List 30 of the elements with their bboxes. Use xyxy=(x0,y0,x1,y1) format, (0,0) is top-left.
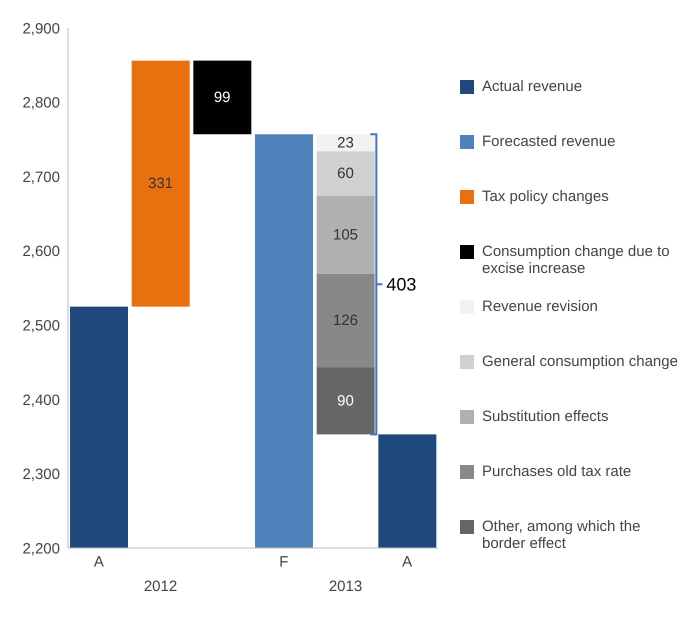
legend-label: Forecasted revenue xyxy=(482,133,616,150)
x-tick-label: A xyxy=(402,554,412,571)
y-tick-label: 2,800 xyxy=(22,94,60,112)
y-tick-label: 2,900 xyxy=(22,20,60,38)
data-label: 90 xyxy=(337,392,354,410)
annotation: 403 xyxy=(386,274,416,294)
y-tick-label: 2,400 xyxy=(22,392,60,409)
data-label: 23 xyxy=(337,134,354,152)
text: 2012 xyxy=(142,578,178,595)
data-label: 99 xyxy=(214,88,231,106)
y-tick-label: 2,600 xyxy=(22,243,60,260)
legend-label: Tax policy changes xyxy=(482,188,609,205)
y-tick-label: 2,200 xyxy=(22,540,60,558)
x-tick-label: F xyxy=(279,554,288,571)
legend-label: Substitution effects xyxy=(482,408,608,425)
data-label: 126 xyxy=(332,312,358,330)
data-label: 105 xyxy=(332,226,358,244)
y-tick-label: 2,300 xyxy=(22,466,60,484)
legend-label: Actual revenue xyxy=(482,78,582,95)
legend-label: Revenue revision xyxy=(482,298,598,315)
y-tick-label: 2,700 xyxy=(22,168,60,186)
legend-label: General consumption change xyxy=(482,353,678,370)
x-tick-label: A xyxy=(94,554,104,571)
legend-label: Consumption change due to excise increase xyxy=(482,243,671,277)
y-tick-label: 2,500 xyxy=(22,317,60,334)
text: 2013 xyxy=(328,578,364,595)
data-label: 331 xyxy=(148,175,174,192)
legend-label: Purchases old tax rate xyxy=(482,463,632,480)
legend-label: Other, among which the border effect xyxy=(482,518,642,552)
data-label: 60 xyxy=(337,165,354,182)
